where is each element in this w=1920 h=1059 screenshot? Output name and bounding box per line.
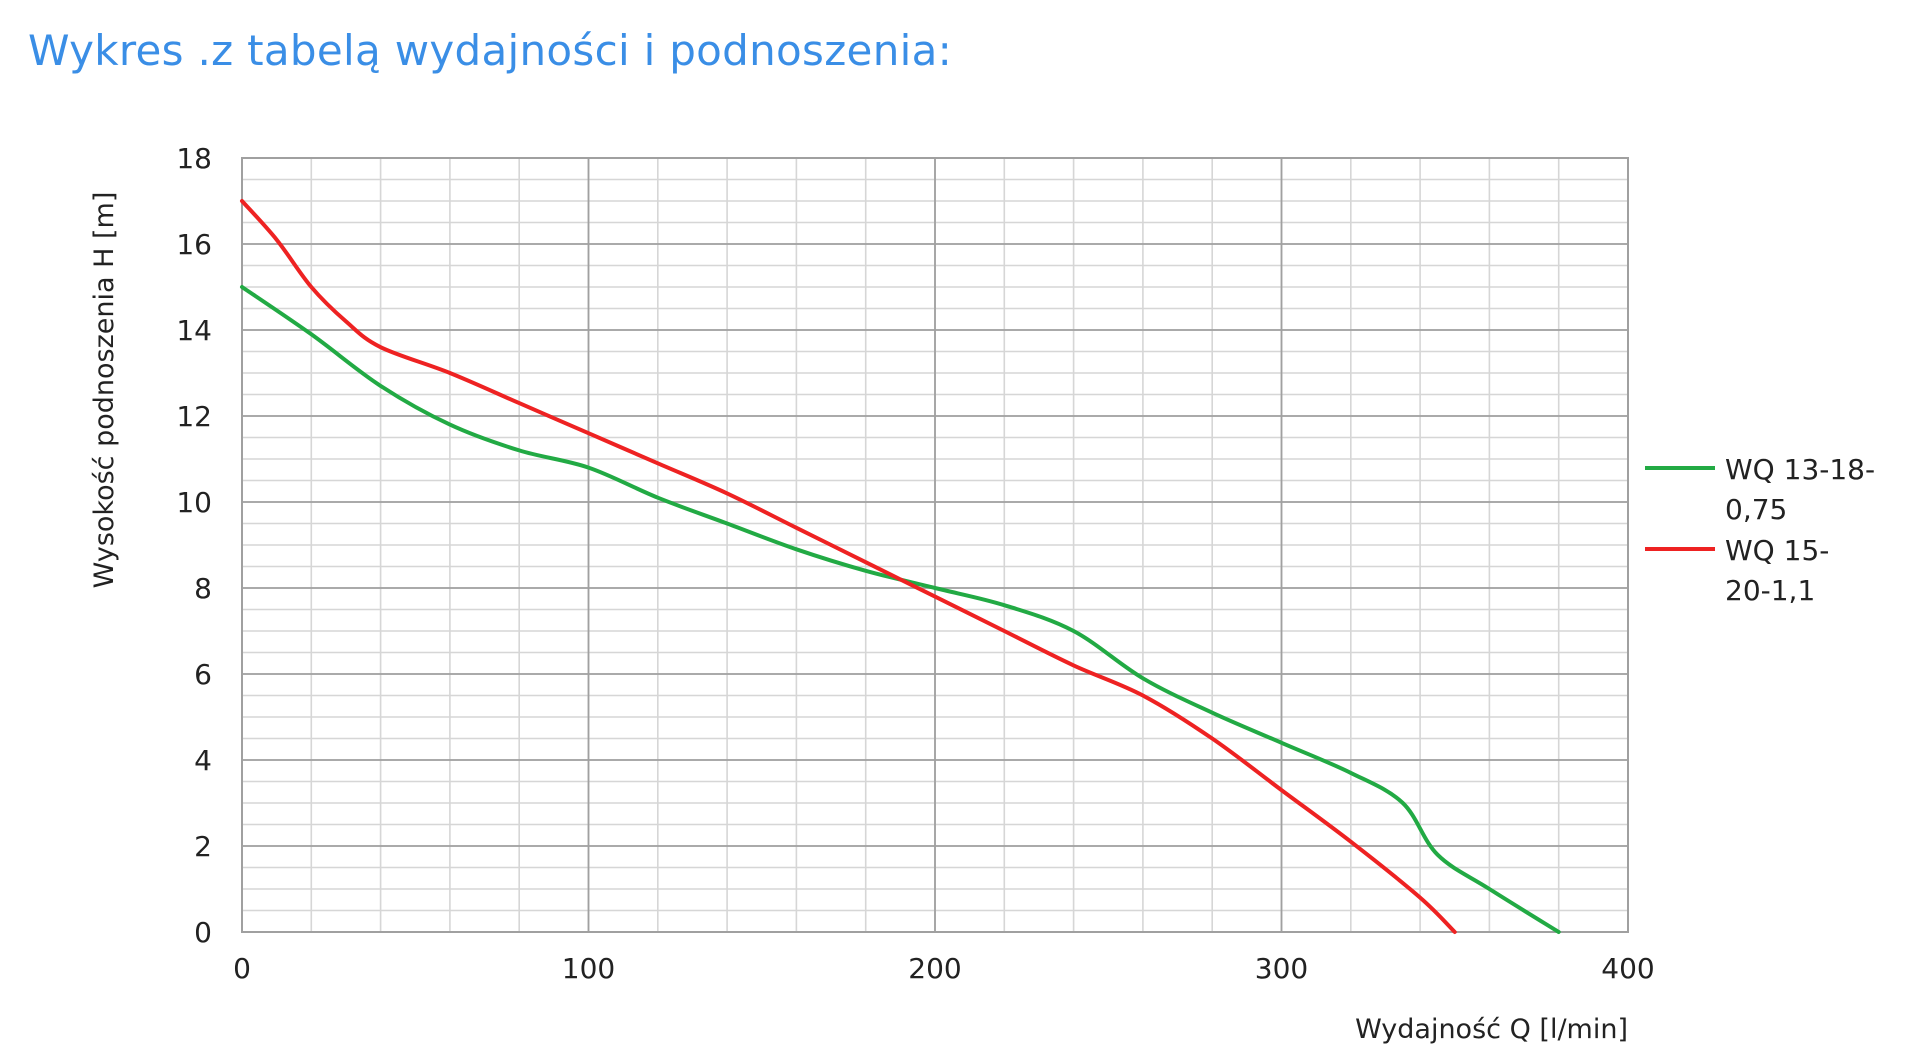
series-lines [240,199,1561,934]
y-tick-label: 14 [176,314,212,347]
x-tick-label: 100 [562,952,615,985]
series-line-2 [240,199,1457,934]
y-tick-label: 0 [194,916,212,949]
x-axis-label: Wydajność Q [l/min] [1355,1014,1628,1045]
y-tick-label: 6 [194,658,212,691]
legend: WQ 13-18- 0,75 WQ 15- 20-1,1 [1645,453,1875,607]
y-tick-label: 18 [176,142,212,175]
grid-lines [241,157,1629,933]
x-tick-label: 300 [1255,952,1308,985]
y-tick-label: 16 [176,228,212,261]
series-line-1 [240,285,1561,934]
page-title: Wykres .z tabelą wydajności i podnoszeni… [28,26,953,75]
legend-label-2: WQ 15- [1725,534,1829,567]
y-axis-label: Wysokość podnoszenia H [m] [89,192,120,589]
x-tick-label: 400 [1601,952,1654,985]
y-tick-label: 10 [176,486,212,519]
tick-labels: 0 100 200 300 400 0 2 4 6 8 10 12 14 16 18 [176,142,1654,985]
y-tick-label: 2 [194,830,212,863]
legend-label-2: 20-1,1 [1725,574,1815,607]
y-tick-label: 12 [176,400,212,433]
legend-label-1: 0,75 [1725,493,1787,526]
x-tick-label: 0 [233,952,251,985]
y-tick-label: 8 [194,572,212,605]
x-tick-label: 200 [908,952,961,985]
y-tick-label: 4 [194,744,212,777]
plot-frame [241,157,1629,933]
legend-label-1: WQ 13-18- [1725,453,1875,486]
axis-frame [241,157,1629,933]
